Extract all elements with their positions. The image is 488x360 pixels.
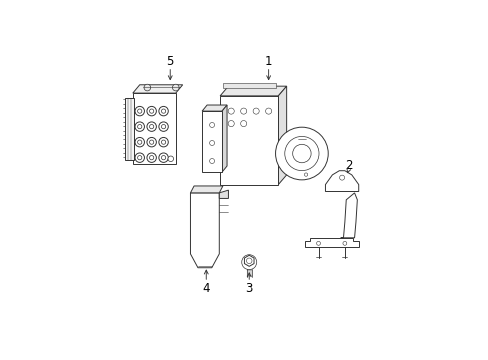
Circle shape <box>161 109 165 113</box>
Polygon shape <box>190 193 219 268</box>
Circle shape <box>161 125 165 129</box>
Circle shape <box>137 109 142 113</box>
Circle shape <box>137 140 142 144</box>
Circle shape <box>292 144 310 163</box>
Text: 4: 4 <box>202 282 209 295</box>
Circle shape <box>159 122 168 131</box>
Polygon shape <box>190 186 223 193</box>
Circle shape <box>135 122 144 131</box>
Circle shape <box>146 122 156 131</box>
Circle shape <box>339 175 344 180</box>
Circle shape <box>135 107 144 116</box>
Circle shape <box>228 108 234 114</box>
Text: 2: 2 <box>345 159 352 172</box>
Circle shape <box>149 109 153 113</box>
Polygon shape <box>219 190 228 198</box>
Circle shape <box>149 156 153 160</box>
Circle shape <box>149 125 153 129</box>
Circle shape <box>284 136 318 171</box>
Circle shape <box>144 84 150 91</box>
Circle shape <box>265 108 271 114</box>
Polygon shape <box>340 193 357 238</box>
Circle shape <box>342 242 346 245</box>
Polygon shape <box>133 85 183 93</box>
Circle shape <box>209 122 214 127</box>
Bar <box>133 93 175 164</box>
Circle shape <box>146 153 156 162</box>
Circle shape <box>149 140 153 144</box>
Text: 1: 1 <box>264 55 272 68</box>
Text: 3: 3 <box>245 282 252 295</box>
Circle shape <box>168 156 173 162</box>
Circle shape <box>209 158 214 163</box>
Polygon shape <box>244 255 253 266</box>
Circle shape <box>240 108 246 114</box>
Polygon shape <box>220 86 286 96</box>
Circle shape <box>161 140 165 144</box>
Circle shape <box>161 156 165 160</box>
Circle shape <box>135 153 144 162</box>
Circle shape <box>146 138 156 147</box>
Circle shape <box>228 121 234 127</box>
Circle shape <box>146 107 156 116</box>
Polygon shape <box>202 105 226 111</box>
Circle shape <box>137 156 142 160</box>
Bar <box>220 96 278 185</box>
Circle shape <box>275 127 327 180</box>
Polygon shape <box>304 238 358 247</box>
Circle shape <box>240 121 246 127</box>
Circle shape <box>304 173 307 176</box>
Circle shape <box>159 138 168 147</box>
Text: 5: 5 <box>166 55 174 68</box>
Circle shape <box>172 84 179 91</box>
Circle shape <box>137 125 142 129</box>
Bar <box>125 98 134 160</box>
Circle shape <box>253 108 259 114</box>
Polygon shape <box>222 105 226 172</box>
Polygon shape <box>278 86 286 185</box>
Polygon shape <box>325 171 358 192</box>
Bar <box>202 111 222 172</box>
Circle shape <box>316 242 320 245</box>
Circle shape <box>135 138 144 147</box>
Circle shape <box>159 107 168 116</box>
Circle shape <box>246 258 251 264</box>
Bar <box>223 82 275 87</box>
Circle shape <box>209 140 214 145</box>
Circle shape <box>159 153 168 162</box>
